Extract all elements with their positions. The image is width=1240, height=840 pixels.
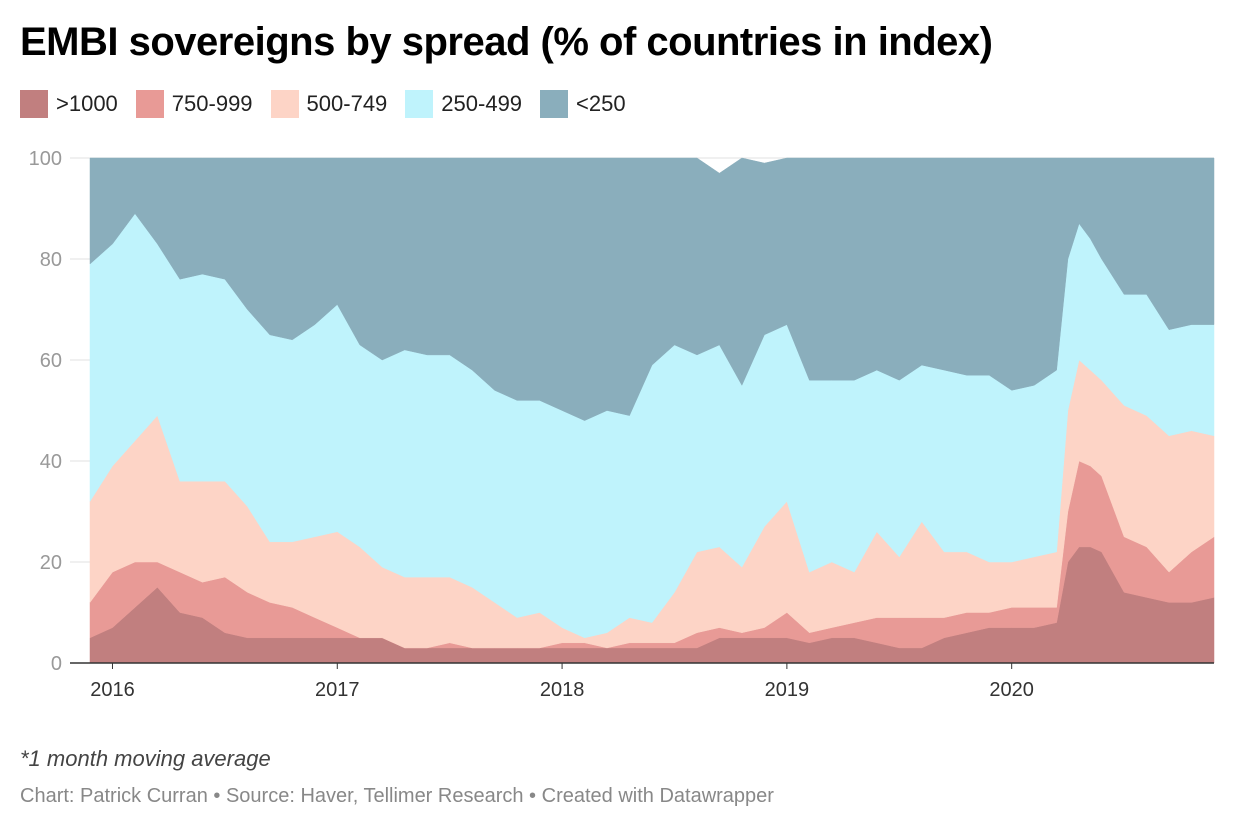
x-tick-label: 2019: [765, 679, 810, 701]
legend-item-under-250: <250: [540, 90, 626, 118]
x-tick-label: 2018: [540, 679, 585, 701]
y-tick-label: 0: [51, 653, 62, 675]
y-tick-label: 60: [40, 350, 62, 372]
legend-swatch: [135, 90, 164, 118]
created-with-credit: Created with Datawrapper: [541, 785, 774, 807]
legend-item-750-999: 750-999: [135, 90, 253, 118]
chart-title: EMBI sovereigns by spread (% of countrie…: [20, 20, 993, 64]
y-tick-label: 40: [40, 451, 62, 473]
chart-credit: Chart: Patrick Curran: [20, 785, 208, 807]
legend-swatch: [270, 90, 299, 118]
y-tick-label: 80: [40, 249, 62, 271]
legend-label: 750-999: [171, 91, 253, 116]
legend-label: <250: [576, 91, 626, 116]
x-tick-label: 2020: [989, 679, 1034, 701]
legend-item-over-1000: >1000: [20, 90, 118, 118]
y-tick-label: 100: [29, 148, 62, 170]
legend-swatch: [20, 90, 48, 118]
chart-svg: 0 20 40 60 80 100 2016 2017 2018 2019 2020: [29, 148, 1215, 701]
legend-label: 500-749: [306, 91, 388, 116]
legend-label: 250-499: [441, 91, 523, 116]
legend: >1000 750-999 500-749 250-499 <250: [20, 90, 644, 118]
footnote: *1 month moving average: [20, 746, 271, 771]
stacked-area-chart: 0 20 40 60 80 100 2016 2017 2018 2019 2020: [0, 140, 1240, 710]
separator: •: [523, 785, 542, 807]
source-credit: Source: Haver, Tellimer Research: [225, 785, 524, 807]
x-tick-label: 2016: [90, 679, 135, 701]
area-250-series: [89, 157, 1215, 421]
legend-item-500-749: 500-749: [270, 90, 388, 118]
separator: •: [207, 785, 226, 807]
legend-swatch: [540, 90, 569, 118]
legend-item-250-499: 250-499: [405, 90, 522, 118]
legend-swatch: [405, 90, 434, 118]
axes: 0 20 40 60 80 100 2016 2017 2018 2019 2020: [29, 148, 1214, 701]
x-tick-label: 2017: [315, 679, 360, 701]
area-series: [89, 157, 1215, 664]
credits: Chart: Patrick Curran • Source: Haver, T…: [20, 785, 774, 808]
y-tick-label: 20: [40, 552, 62, 574]
legend-label: >1000: [56, 91, 118, 116]
